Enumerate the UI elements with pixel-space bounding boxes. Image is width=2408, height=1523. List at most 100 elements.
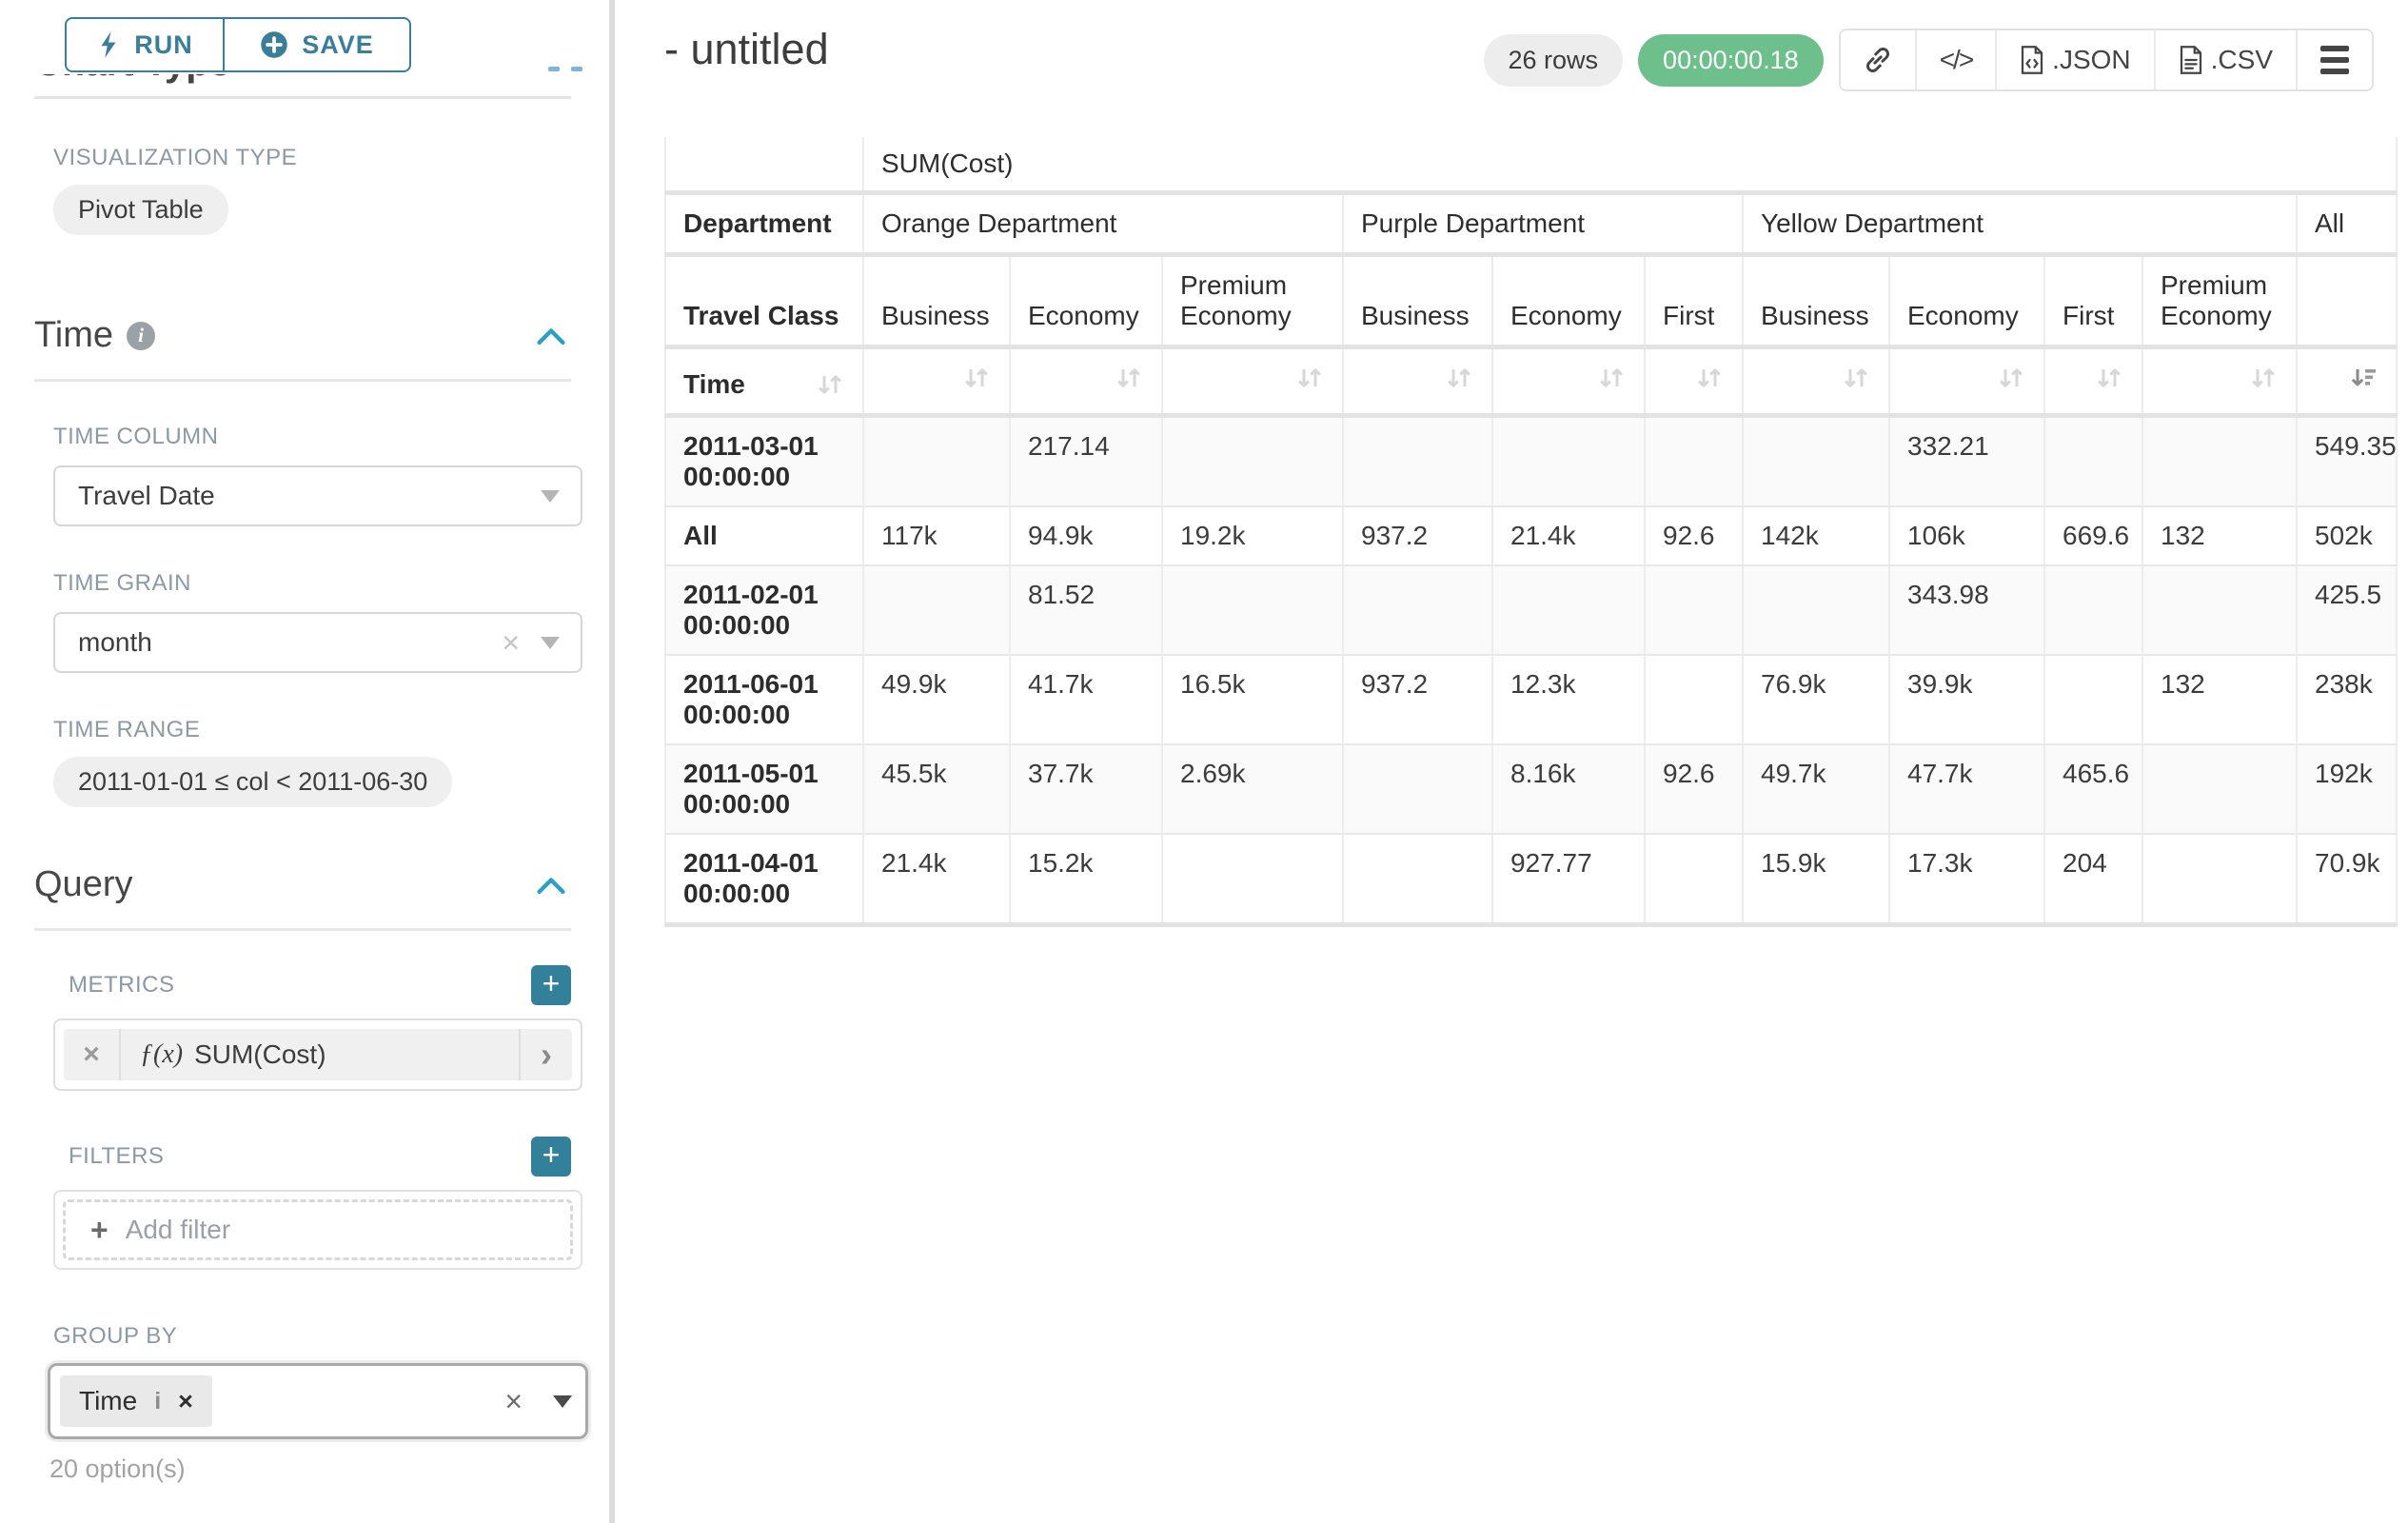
visualization-type-pill[interactable]: Pivot Table xyxy=(53,185,228,235)
group-by-tag-time[interactable]: Time i × xyxy=(60,1375,212,1427)
export-csv-label: .CSV xyxy=(2211,45,2273,75)
value-cell xyxy=(1645,655,1743,744)
value-cell xyxy=(1492,416,1645,507)
value-cell xyxy=(2044,416,2142,507)
department-group-header: Orange Department xyxy=(863,193,1343,255)
lightning-icon xyxy=(96,30,121,59)
value-cell: 937.2 xyxy=(1343,655,1492,744)
value-cell xyxy=(1645,416,1743,507)
save-button[interactable]: SAVE xyxy=(225,17,411,72)
chart-title[interactable]: - untitled xyxy=(664,25,829,74)
value-cell: 8.16k xyxy=(1492,744,1645,834)
clear-icon[interactable]: × xyxy=(504,1386,523,1416)
clear-icon[interactable]: × xyxy=(502,627,520,658)
value-cell: 49.7k xyxy=(1743,744,1889,834)
travel-class-header: Business xyxy=(1743,255,1889,347)
value-cell: 465.6 xyxy=(2044,744,2142,834)
link-icon xyxy=(1864,46,1892,74)
table-row: 2011-06-01 00:00:0049.9k41.7k16.5k937.21… xyxy=(665,655,2397,744)
column-sort-header[interactable] xyxy=(1010,347,1162,416)
department-axis-label: Department xyxy=(665,193,863,255)
value-cell xyxy=(1162,565,1343,655)
value-cell xyxy=(1343,565,1492,655)
remove-metric-icon[interactable]: × xyxy=(64,1029,121,1080)
row-header-cell: 2011-03-01 00:00:00 xyxy=(665,416,863,507)
column-sort-header[interactable] xyxy=(1343,347,1492,416)
time-grain-select[interactable]: month × xyxy=(53,612,582,673)
column-sort-header[interactable] xyxy=(2044,347,2142,416)
copy-link-button[interactable] xyxy=(1841,30,1915,89)
code-icon: </> xyxy=(1940,45,1972,75)
value-cell: 81.52 xyxy=(1010,565,1162,655)
value-cell xyxy=(1743,416,1889,507)
column-sort-header[interactable] xyxy=(2142,347,2297,416)
value-cell xyxy=(2142,834,2297,925)
sort-icon xyxy=(961,363,992,393)
chevron-down-icon[interactable] xyxy=(553,1395,572,1408)
hidden-icon-fragment xyxy=(571,67,582,71)
sort-icon xyxy=(1294,363,1325,393)
info-icon: i xyxy=(127,322,155,350)
value-cell: 92.6 xyxy=(1645,744,1743,834)
row-header-cell: 2011-02-01 00:00:00 xyxy=(665,565,863,655)
remove-tag-icon[interactable]: × xyxy=(178,1387,193,1416)
value-cell: 106k xyxy=(1889,506,2044,565)
column-sort-header[interactable] xyxy=(1645,347,1743,416)
hidden-icon-fragment xyxy=(548,67,560,71)
add-filter-button[interactable]: + Add filter xyxy=(63,1199,573,1260)
export-csv-button[interactable]: .CSV xyxy=(2154,30,2296,89)
value-cell xyxy=(2044,655,2142,744)
value-cell xyxy=(1343,744,1492,834)
value-cell xyxy=(1743,565,1889,655)
department-header-row: DepartmentOrange DepartmentPurple Depart… xyxy=(665,193,2397,255)
column-sort-header[interactable] xyxy=(1162,347,1343,416)
time-range-label: TIME RANGE xyxy=(53,717,609,743)
value-cell: 19.2k xyxy=(1162,506,1343,565)
group-by-select[interactable]: Time i × × xyxy=(48,1363,588,1439)
value-cell: 21.4k xyxy=(1492,506,1645,565)
chevron-down-icon xyxy=(541,490,560,503)
value-cell: 132 xyxy=(2142,655,2297,744)
filters-box: + Add filter xyxy=(53,1190,582,1270)
chevron-up-icon[interactable] xyxy=(535,326,567,346)
column-sort-header[interactable] xyxy=(2297,347,2397,416)
travel-class-header: Business xyxy=(863,255,1010,347)
value-cell: 45.5k xyxy=(863,744,1010,834)
value-cell: 12.3k xyxy=(1492,655,1645,744)
value-cell: 92.6 xyxy=(1645,506,1743,565)
sort-icon xyxy=(1996,363,2026,393)
column-sort-header[interactable] xyxy=(1889,347,2044,416)
travel-class-header: Premium Economy xyxy=(2142,255,2297,347)
add-filter-label: Add filter xyxy=(126,1215,231,1245)
value-cell xyxy=(1645,834,1743,925)
value-cell xyxy=(1492,565,1645,655)
table-row: All117k94.9k19.2k937.221.4k92.6142k106k6… xyxy=(665,506,2397,565)
sort-icon xyxy=(1841,363,1871,393)
chevron-up-icon[interactable] xyxy=(535,875,567,896)
column-sort-header[interactable] xyxy=(1743,347,1889,416)
run-button[interactable]: RUN xyxy=(65,17,225,72)
add-filter-plus-button[interactable]: + xyxy=(531,1137,571,1177)
embed-code-button[interactable]: </> xyxy=(1915,30,1995,89)
export-toolbar: </> .JSON xyxy=(1839,29,2374,91)
time-sort-header[interactable]: Time xyxy=(665,347,863,416)
travel-class-header: Economy xyxy=(1010,255,1162,347)
time-column-select[interactable]: Travel Date xyxy=(53,465,582,526)
menu-button[interactable] xyxy=(2296,30,2372,89)
travel-class-header: Economy xyxy=(1492,255,1645,347)
metric-pill[interactable]: × ƒ(x) SUM(Cost) › xyxy=(64,1029,572,1080)
visualization-type-label: VISUALIZATION TYPE xyxy=(53,145,609,171)
time-column-label: TIME COLUMN xyxy=(53,424,609,450)
add-metric-button[interactable]: + xyxy=(531,965,571,1005)
sort-icon xyxy=(1596,363,1627,393)
sort-icon xyxy=(1444,363,1474,393)
table-row: 2011-03-01 00:00:00217.14332.21549.35 xyxy=(665,416,2397,507)
value-cell: 669.6 xyxy=(2044,506,2142,565)
time-range-pill[interactable]: 2011-01-01 ≤ col < 2011-06-30 xyxy=(53,757,452,807)
chevron-right-icon[interactable]: › xyxy=(519,1029,572,1080)
column-sort-header[interactable] xyxy=(863,347,1010,416)
sort-header-row: Time xyxy=(665,347,2397,416)
export-json-button[interactable]: .JSON xyxy=(1995,30,2153,89)
value-cell: 39.9k xyxy=(1889,655,2044,744)
column-sort-header[interactable] xyxy=(1492,347,1645,416)
